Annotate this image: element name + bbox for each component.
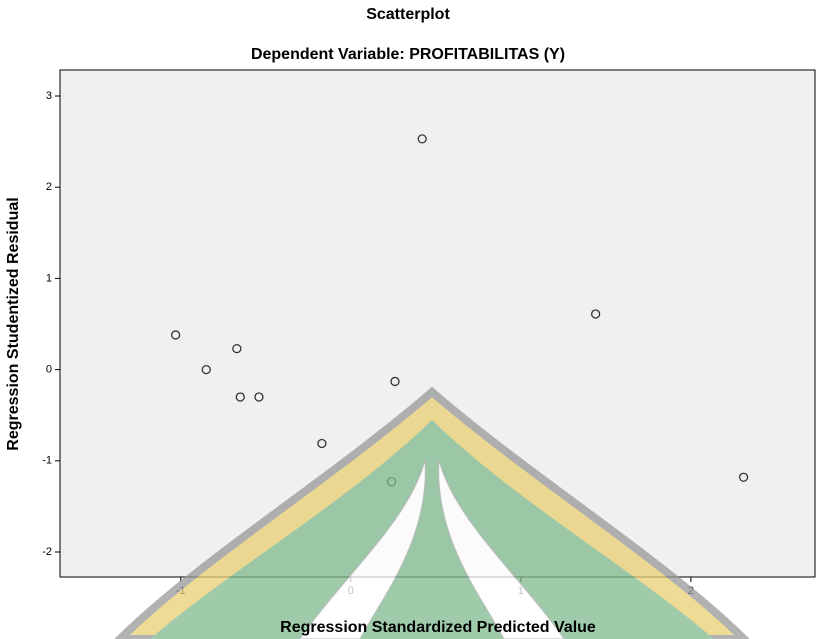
y-axis-label: Regression Studentized Residual: [5, 197, 22, 450]
y-tick-label: 3: [46, 90, 52, 102]
y-tick-label: 2: [46, 181, 52, 193]
y-tick-label: 0: [46, 364, 52, 376]
chart: Scatterplot Dependent Variable: PROFITAB…: [0, 0, 818, 639]
y-tick-label: -2: [42, 546, 52, 558]
chart-subtitle: Dependent Variable: PROFITABILITAS (Y): [251, 46, 565, 63]
x-axis-label: Regression Standardized Predicted Value: [280, 619, 596, 636]
y-tick-label: 1: [46, 272, 52, 284]
chart-title: Scatterplot: [366, 6, 450, 23]
y-tick-label: -1: [42, 455, 52, 467]
